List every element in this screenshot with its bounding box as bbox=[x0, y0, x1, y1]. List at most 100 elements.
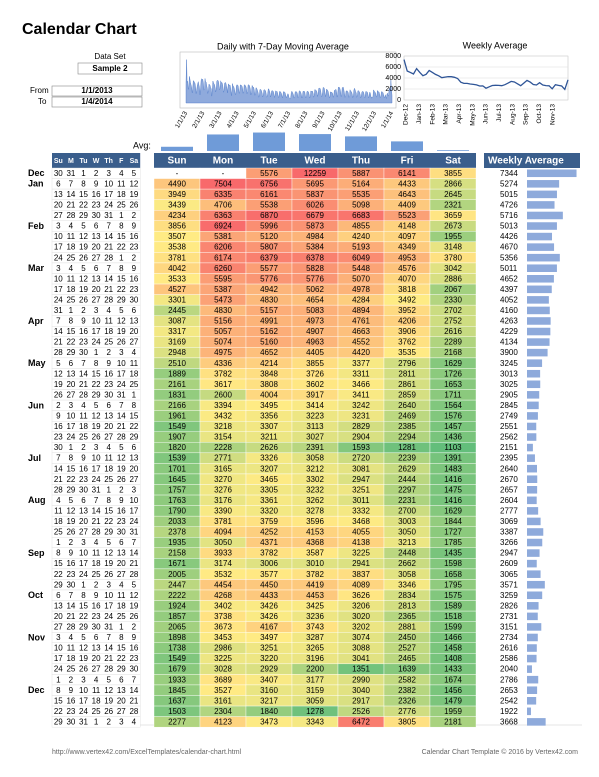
calendar-day: 25 bbox=[66, 295, 75, 304]
cell-value: 3426 bbox=[260, 601, 278, 610]
weekly-bar bbox=[527, 306, 550, 315]
calendar-day: 21 bbox=[104, 654, 113, 663]
weekly-bar bbox=[527, 507, 539, 515]
column-header: Sun bbox=[168, 156, 187, 167]
cell-value: 4252 bbox=[260, 528, 278, 537]
calendar-day: 29 bbox=[54, 717, 63, 726]
cell-value: 4830 bbox=[214, 306, 232, 315]
cell-value: 2181 bbox=[444, 717, 462, 726]
calendar-day: 28 bbox=[92, 528, 101, 537]
calendar-day: 19 bbox=[129, 190, 138, 199]
calendar-day: 26 bbox=[66, 528, 75, 537]
from-box bbox=[51, 85, 143, 97]
calendar-day: 3 bbox=[69, 401, 74, 410]
cell-value: 2829 bbox=[352, 422, 370, 431]
cell-value: 1589 bbox=[444, 601, 462, 610]
cell-value: 3933 bbox=[214, 549, 232, 558]
calendar-day: 28 bbox=[104, 665, 113, 674]
weekly-average: 3259 bbox=[500, 591, 518, 600]
calendar-day: 8 bbox=[69, 317, 74, 326]
weekly-bar bbox=[527, 623, 542, 631]
weekly-bar bbox=[527, 264, 557, 272]
calendar-day: 7 bbox=[132, 538, 137, 547]
calendar-day: 24 bbox=[92, 338, 101, 347]
calendar-day: 27 bbox=[129, 475, 138, 484]
calendar-row bbox=[51, 716, 141, 728]
cell-value: 1549 bbox=[168, 654, 186, 663]
weekly-bar bbox=[527, 317, 551, 325]
cell-value: 2917 bbox=[352, 696, 370, 705]
cell-value: 5695 bbox=[306, 179, 324, 188]
calendar-day: 24 bbox=[54, 253, 63, 262]
calendar-day: 2 bbox=[132, 623, 137, 632]
cell-value: 3855 bbox=[306, 359, 324, 368]
weekly-average: 2734 bbox=[500, 633, 518, 642]
cell-value: 4975 bbox=[214, 348, 232, 357]
weekly-average: 2542 bbox=[500, 696, 518, 705]
calendar-day: 30 bbox=[117, 528, 126, 537]
calendar-day: 21 bbox=[104, 285, 113, 294]
calendar-day: 29 bbox=[66, 485, 75, 494]
cell-value: 3276 bbox=[214, 485, 232, 494]
cell-value: 6378 bbox=[306, 253, 324, 262]
calendar-day: 30 bbox=[66, 717, 75, 726]
calendar-day: 4 bbox=[132, 717, 137, 726]
cell-value: 3726 bbox=[306, 369, 324, 378]
cell-value: 6026 bbox=[306, 201, 324, 210]
cell-value: 2304 bbox=[214, 707, 232, 716]
calendar-day: 19 bbox=[104, 696, 113, 705]
calendar-day: 14 bbox=[104, 274, 113, 283]
calendar-day: 19 bbox=[79, 285, 88, 294]
avg-bar bbox=[161, 146, 193, 151]
cell-value: 3808 bbox=[260, 380, 278, 389]
calendar-day: 22 bbox=[79, 201, 88, 210]
calendar-day: 17 bbox=[92, 327, 101, 336]
calendar-day: 12 bbox=[117, 317, 126, 326]
weekly-average: 2551 bbox=[500, 422, 518, 431]
cell-value: 2158 bbox=[168, 549, 186, 558]
calendar-day: 25 bbox=[104, 338, 113, 347]
calendar-day: 6 bbox=[119, 538, 124, 547]
calendar-day: 29 bbox=[117, 295, 126, 304]
cell-value: 4552 bbox=[352, 338, 370, 347]
calendar-day: 12 bbox=[79, 274, 88, 283]
cell-value: 4706 bbox=[214, 201, 232, 210]
cell-value: 3218 bbox=[214, 422, 232, 431]
cell-value: 2365 bbox=[398, 612, 416, 621]
calendar-day: 13 bbox=[129, 454, 138, 463]
calendar-day: 9 bbox=[132, 264, 137, 273]
weekly-bar bbox=[527, 222, 557, 230]
avg-bar bbox=[299, 134, 331, 151]
cell-value: 1907 bbox=[168, 433, 186, 442]
calendar-day: 7 bbox=[106, 222, 111, 231]
cell-value: 2161 bbox=[168, 380, 186, 389]
calendar-day: 29 bbox=[54, 580, 63, 589]
cell-value: 1845 bbox=[168, 686, 186, 695]
cell-value: 2527 bbox=[398, 644, 416, 653]
cell-value: 4349 bbox=[398, 243, 416, 252]
calendar-day: 2 bbox=[106, 348, 111, 357]
calendar-day: 5 bbox=[94, 401, 99, 410]
calendar-day: 29 bbox=[92, 390, 101, 399]
weekly-bar bbox=[527, 327, 551, 336]
cell-value: 5538 bbox=[260, 201, 278, 210]
calendar-day: 4 bbox=[119, 580, 124, 589]
avg-bar bbox=[253, 132, 285, 151]
calendar-day: 28 bbox=[54, 348, 63, 357]
cell-value: 5576 bbox=[260, 169, 278, 178]
calendar-day: 16 bbox=[92, 601, 101, 610]
calendar-day: 15 bbox=[79, 190, 88, 199]
cell-value: 3169 bbox=[168, 338, 186, 347]
calendar-day: 8 bbox=[94, 359, 99, 368]
cell-value: 3743 bbox=[306, 623, 324, 632]
calendar-day: 23 bbox=[104, 380, 113, 389]
cell-value: 5381 bbox=[214, 232, 232, 241]
calendar-day: 30 bbox=[54, 443, 63, 452]
calendar-day: 31 bbox=[54, 306, 63, 315]
cell-value: 5523 bbox=[398, 211, 416, 220]
calendar-day: 16 bbox=[79, 327, 88, 336]
weekly-bar bbox=[527, 338, 550, 346]
cell-value: 3361 bbox=[260, 496, 278, 505]
calendar-day: 25 bbox=[92, 707, 101, 716]
cell-value: 6683 bbox=[352, 211, 370, 220]
